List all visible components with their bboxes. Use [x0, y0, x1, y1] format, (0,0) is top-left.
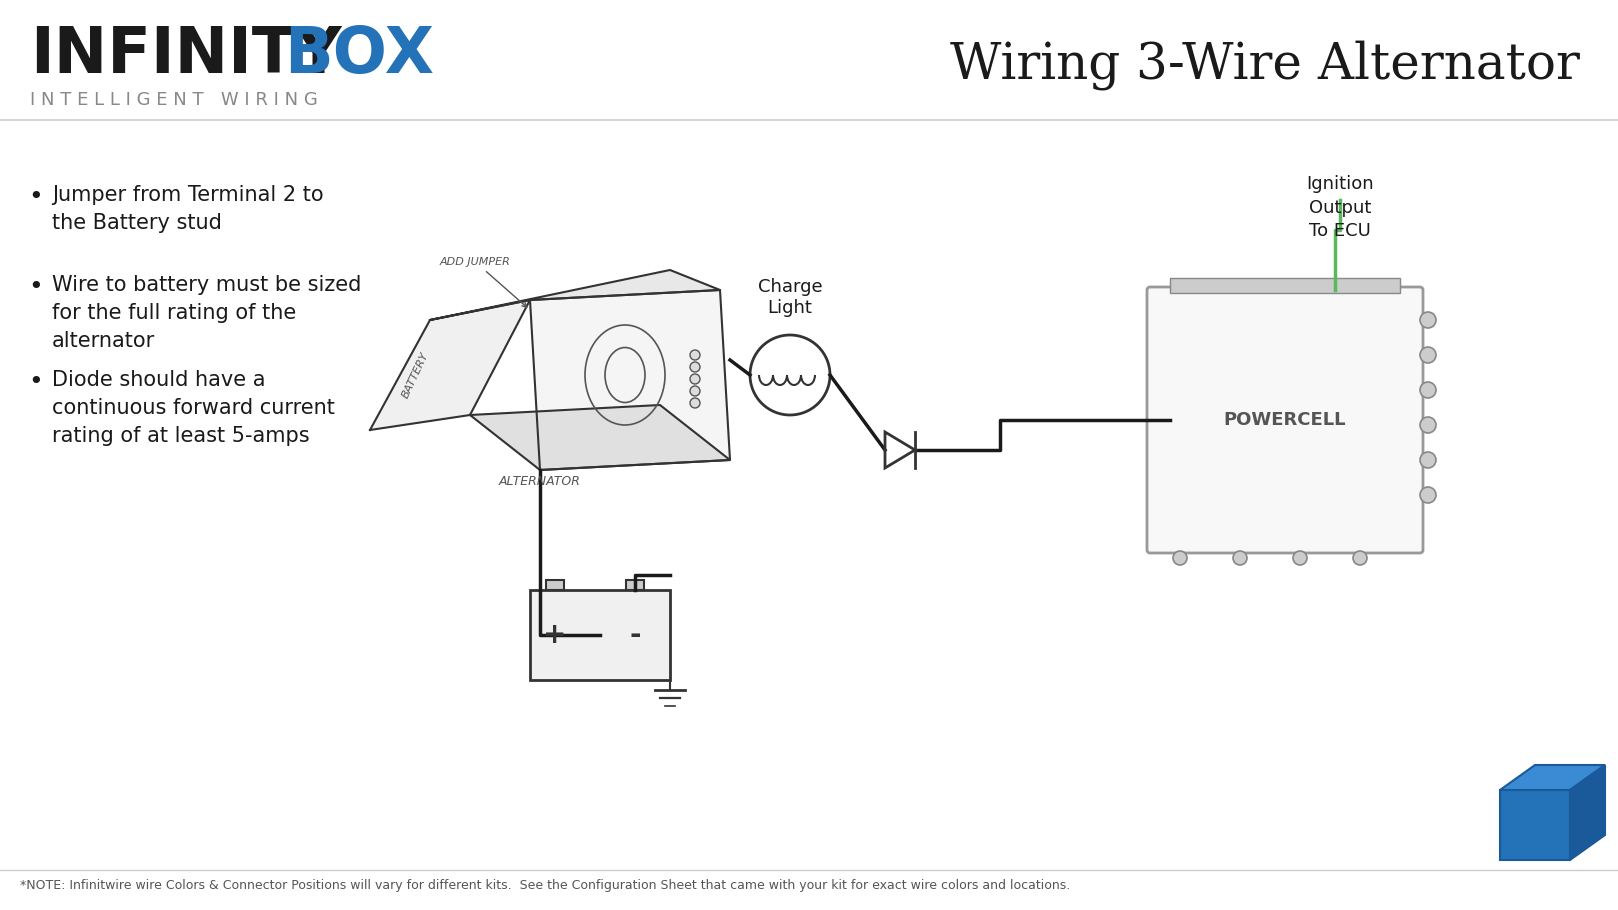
- Text: POWERCELL: POWERCELL: [1223, 411, 1346, 429]
- Text: Charge
Light: Charge Light: [757, 278, 822, 317]
- Circle shape: [689, 386, 701, 396]
- Text: •: •: [28, 275, 42, 299]
- Polygon shape: [371, 300, 531, 430]
- Bar: [626, 580, 644, 590]
- Circle shape: [1353, 551, 1367, 565]
- Polygon shape: [1569, 765, 1605, 860]
- Text: BATTERY: BATTERY: [400, 350, 430, 399]
- Circle shape: [1293, 551, 1307, 565]
- Circle shape: [1421, 312, 1437, 328]
- Circle shape: [1173, 551, 1188, 565]
- Polygon shape: [469, 405, 730, 470]
- Bar: [1170, 278, 1400, 293]
- Text: Wire to battery must be sized
for the full rating of the
alternator: Wire to battery must be sized for the fu…: [52, 275, 361, 351]
- Bar: [531, 590, 670, 680]
- Circle shape: [1421, 487, 1437, 503]
- Text: Jumper from Terminal 2 to
the Battery stud: Jumper from Terminal 2 to the Battery st…: [52, 185, 324, 233]
- Text: +: +: [544, 621, 566, 649]
- Circle shape: [1421, 382, 1437, 398]
- Circle shape: [689, 362, 701, 372]
- Circle shape: [689, 374, 701, 384]
- Circle shape: [1233, 551, 1247, 565]
- Text: ALTERNATOR: ALTERNATOR: [498, 475, 581, 488]
- Circle shape: [689, 398, 701, 408]
- Bar: [545, 580, 565, 590]
- Circle shape: [1421, 452, 1437, 468]
- Text: ADD JUMPER: ADD JUMPER: [440, 257, 527, 308]
- Text: INFINITY: INFINITY: [31, 24, 341, 86]
- Text: *NOTE: Infinitwire wire Colors & Connector Positions will vary for different kit: *NOTE: Infinitwire wire Colors & Connect…: [19, 878, 1069, 892]
- Text: -: -: [629, 621, 641, 649]
- Polygon shape: [1500, 765, 1605, 790]
- Circle shape: [1421, 347, 1437, 363]
- Text: •: •: [28, 370, 42, 394]
- Text: •: •: [28, 185, 42, 209]
- FancyBboxPatch shape: [1147, 287, 1422, 553]
- Circle shape: [689, 350, 701, 360]
- Text: BOX: BOX: [285, 24, 434, 86]
- Polygon shape: [430, 270, 720, 320]
- Text: Wiring 3-Wire Alternator: Wiring 3-Wire Alternator: [950, 40, 1581, 90]
- Polygon shape: [531, 290, 730, 470]
- Circle shape: [1421, 417, 1437, 433]
- Text: Diode should have a
continuous forward current
rating of at least 5-amps: Diode should have a continuous forward c…: [52, 370, 335, 446]
- Text: Ignition
Output
To ECU: Ignition Output To ECU: [1306, 175, 1374, 240]
- Text: I N T E L L I G E N T   W I R I N G: I N T E L L I G E N T W I R I N G: [31, 91, 317, 109]
- Polygon shape: [1500, 790, 1569, 860]
